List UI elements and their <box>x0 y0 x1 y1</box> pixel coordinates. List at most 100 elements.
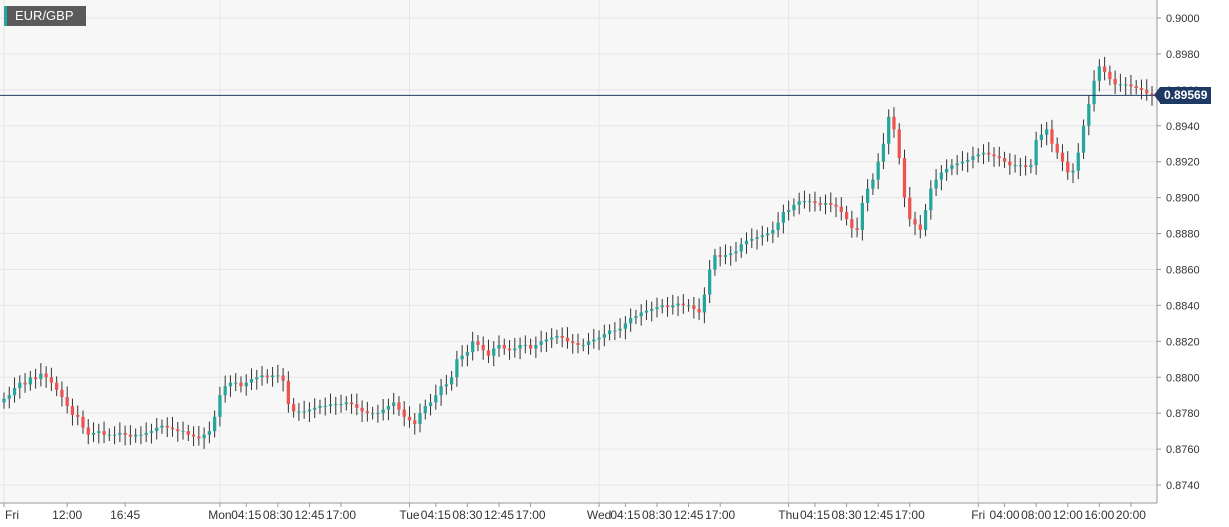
x-tick-label: 08:30 <box>452 508 482 522</box>
candle-body <box>428 402 433 406</box>
candle-body <box>981 152 986 155</box>
candle-body <box>18 382 22 389</box>
candle-body <box>692 305 696 309</box>
candle-body <box>1129 84 1133 87</box>
y-tick-label: 0.8820 <box>1166 336 1200 348</box>
candle-body <box>1139 88 1144 90</box>
candle-body <box>91 432 96 435</box>
candle-body <box>186 431 190 435</box>
candle-body <box>902 158 907 198</box>
candle-body <box>213 416 217 432</box>
candle-body <box>55 382 59 390</box>
candle-body <box>349 402 354 405</box>
candle-body <box>144 432 148 435</box>
candle-body <box>76 414 80 417</box>
candle-body <box>634 316 638 318</box>
x-tick-label: Tue <box>399 508 420 522</box>
candle-body <box>202 434 206 439</box>
candle-body <box>112 434 117 436</box>
candle-body <box>170 427 175 430</box>
y-tick-label: 0.8940 <box>1166 121 1200 133</box>
candle-body <box>581 344 585 346</box>
candle-body <box>439 386 443 396</box>
candle-body <box>929 188 933 211</box>
candle-body <box>107 434 111 436</box>
candle-body <box>571 341 575 344</box>
candle-body <box>481 344 485 351</box>
candle-body <box>644 310 649 313</box>
candle-body <box>892 116 896 130</box>
candle-body <box>260 375 264 378</box>
candle-body <box>418 413 422 424</box>
candle-body <box>181 431 185 433</box>
candle-body <box>460 355 464 360</box>
candle-body <box>771 229 775 234</box>
candle-body <box>265 375 269 378</box>
x-tick-label: 12:45 <box>863 508 893 522</box>
candle-body <box>876 161 880 180</box>
x-tick-label: 04:15 <box>610 508 640 522</box>
candle-body <box>923 210 928 230</box>
candle-body <box>413 420 417 424</box>
candle-body <box>629 317 633 324</box>
candle-body <box>987 152 991 155</box>
candle-body <box>755 237 759 239</box>
x-tick-label: 04:15 <box>421 508 451 522</box>
x-tick-label: 16:00 <box>1084 508 1114 522</box>
candle-body <box>286 380 290 405</box>
y-tick-label: 0.8760 <box>1166 444 1200 456</box>
candles <box>2 56 1154 449</box>
x-tick-label: 17:00 <box>516 508 546 522</box>
candle-body <box>60 389 64 398</box>
candle-body <box>744 240 749 245</box>
candle-body <box>665 305 670 308</box>
symbol-badge[interactable]: EUR/GBP <box>4 6 86 26</box>
candle-body <box>455 359 459 378</box>
candle-body <box>255 377 259 380</box>
candle-body <box>950 165 954 169</box>
candle-body <box>971 156 975 160</box>
x-tick-label: 04:15 <box>800 508 830 522</box>
candle-body <box>123 432 127 435</box>
candle-body <box>844 211 849 220</box>
candle-body <box>376 413 380 415</box>
candle-body <box>834 204 838 207</box>
candle-body <box>776 222 780 230</box>
candle-body <box>860 202 864 230</box>
candle-body <box>918 224 922 230</box>
x-tick-label: 12:45 <box>294 508 324 522</box>
candle-body <box>792 204 796 211</box>
x-tick-label: 17:00 <box>705 508 735 522</box>
candle-body <box>534 344 538 349</box>
candle-body <box>866 188 870 203</box>
candle-body <box>313 407 317 410</box>
candle-body <box>39 373 43 380</box>
candle-body <box>207 431 212 435</box>
x-tick-label: 12:45 <box>484 508 514 522</box>
x-tick-label: 20:00 <box>1116 508 1146 522</box>
candle-body <box>492 348 496 356</box>
candle-body <box>176 429 180 432</box>
candle-body <box>323 405 327 407</box>
candle-body <box>797 201 801 205</box>
candle-body <box>576 343 580 345</box>
candle-body <box>339 404 343 406</box>
candle-body <box>1092 80 1096 105</box>
candle-body <box>592 339 596 342</box>
candle-body <box>81 416 85 428</box>
candle-body <box>555 335 559 338</box>
x-tick-label: 12:00 <box>52 508 82 522</box>
candle-body <box>344 402 348 405</box>
candle-body <box>913 219 917 225</box>
candle-body <box>602 334 606 338</box>
candle-body <box>781 211 786 223</box>
candle-body <box>686 305 691 307</box>
candle-body <box>28 377 32 385</box>
candle-body <box>850 219 854 229</box>
price-axis: 0.90000.89800.89600.89400.89200.89000.88… <box>1156 0 1200 503</box>
candle-body <box>1060 152 1065 162</box>
candle-body <box>249 379 254 383</box>
candle-body <box>560 335 564 338</box>
candle-body <box>976 154 980 157</box>
